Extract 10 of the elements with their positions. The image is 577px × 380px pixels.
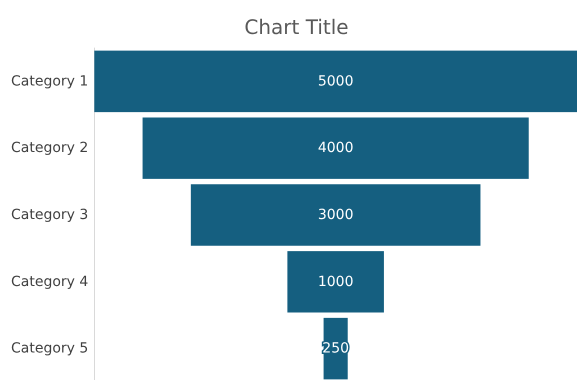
category-label: Category 4 [10,274,88,290]
category-label: Category 3 [10,207,88,223]
data-label: 3000 [318,207,354,223]
data-label: 5000 [318,73,354,90]
category-label: Category 2 [10,140,88,156]
data-label: 1000 [318,274,354,290]
category-label: Category 1 [10,73,88,90]
data-label: 4000 [318,140,354,156]
category-label: Category 5 [10,340,88,357]
text: Chart Title [244,15,349,39]
